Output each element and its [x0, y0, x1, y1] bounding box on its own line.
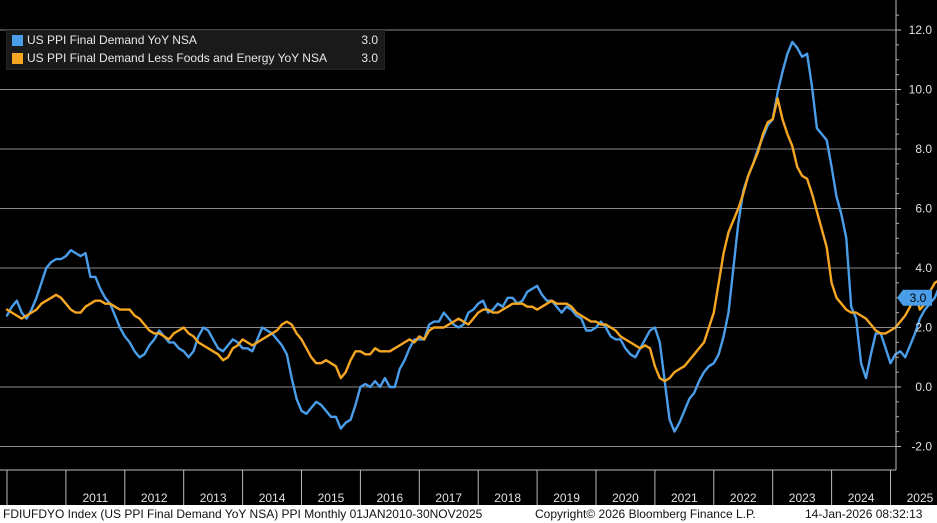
x-tick-label: 2013 — [200, 491, 227, 505]
legend-entry-ppi-final-demand: US PPI Final Demand YoY NSA 3.0 — [7, 32, 384, 49]
y-tick-label: 12.0 — [909, 23, 933, 37]
legend-value: 3.0 — [361, 33, 378, 47]
last-value-badge-group: 3.0 — [897, 289, 932, 306]
series-line-ppi-final-demand — [5, 40, 937, 433]
y-tick-label: -2.0 — [911, 440, 932, 454]
y-tick-label: 8.0 — [915, 142, 932, 156]
x-tick-label: 2025 — [907, 491, 934, 505]
footer-timestamp: 14-Jan-2026 08:32:13 — [805, 507, 923, 521]
x-tick-label: 2014 — [259, 491, 286, 505]
y-tick-label: 0.0 — [915, 380, 932, 394]
legend-entry-ppi-core: US PPI Final Demand Less Foods and Energ… — [7, 50, 384, 67]
grid-lines — [0, 29, 896, 447]
legend: US PPI Final Demand YoY NSA 3.0 US PPI F… — [6, 30, 385, 70]
y-tick-label: 4.0 — [915, 261, 932, 275]
last-value-badge — [897, 289, 932, 306]
x-tick-label: 2017 — [435, 491, 462, 505]
legend-swatch-blue — [12, 35, 23, 46]
x-tick-label: 2022 — [730, 491, 757, 505]
legend-value: 3.0 — [361, 51, 378, 65]
x-tick-label: 2023 — [789, 491, 816, 505]
series-lines — [5, 40, 937, 433]
x-tick-label: 2021 — [671, 491, 698, 505]
x-tick-label: 2020 — [612, 491, 639, 505]
series-line-ppi-core — [5, 97, 937, 383]
x-tick-label: 2016 — [376, 491, 403, 505]
footer-bar: FDIUFDYO Index (US PPI Final Demand YoY … — [0, 505, 937, 523]
x-tick-label: 2018 — [494, 491, 521, 505]
last-value-label: 3.0 — [910, 291, 927, 305]
legend-swatch-orange — [12, 53, 23, 64]
y-tick-label: 6.0 — [915, 202, 932, 216]
x-tick-label: 2015 — [318, 491, 345, 505]
x-tick-label: 2024 — [848, 491, 875, 505]
x-tick-label: 2011 — [82, 491, 108, 505]
y-axis-ticks: 12.0 10.0 8.0 6.0 4.0 2.0 0.0 -2.0 — [895, 0, 933, 470]
legend-label: US PPI Final Demand Less Foods and Energ… — [27, 51, 327, 65]
x-tick-label: 2019 — [553, 491, 580, 505]
y-tick-label: 10.0 — [909, 83, 933, 97]
chart: 12.0 10.0 8.0 6.0 4.0 2.0 0.0 -2.0 2011 2012 2013… — [0, 0, 937, 505]
footer-copyright: Copyright© 2026 Bloomberg Finance L.P. — [535, 507, 756, 521]
legend-label: US PPI Final Demand YoY NSA — [27, 33, 197, 47]
x-tick-label: 2012 — [141, 491, 168, 505]
x-axis-ticks: 2011 2012 2013 2014 2015 2016 2017 2018 2019 2020… — [0, 469, 934, 505]
y-tick-label: 2.0 — [915, 321, 932, 335]
footer-index-description: FDIUFDYO Index (US PPI Final Demand YoY … — [3, 507, 483, 521]
